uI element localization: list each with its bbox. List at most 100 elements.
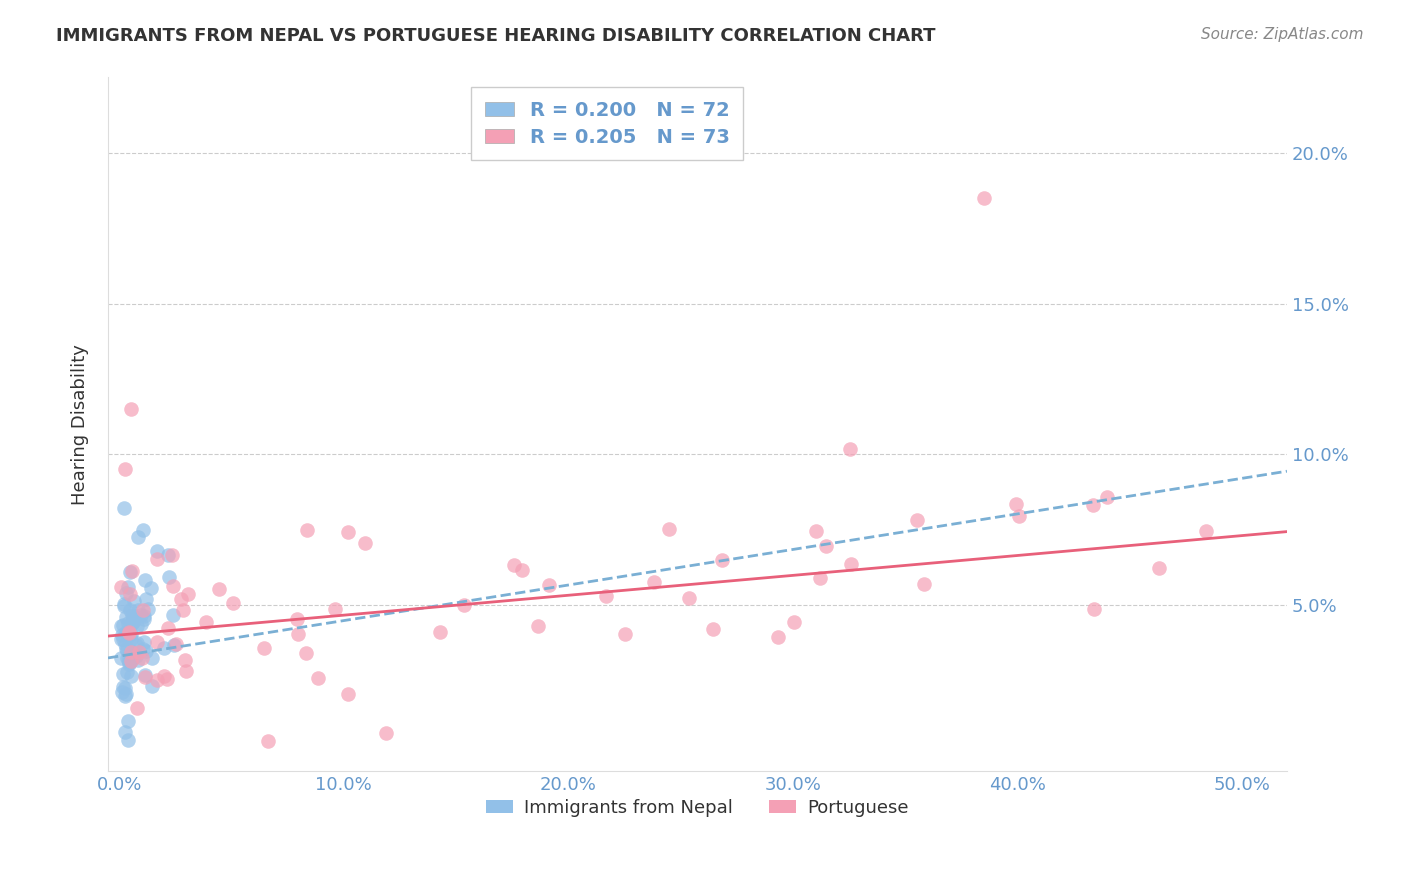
Point xyxy=(294,646,316,660)
Point xyxy=(165,637,187,651)
Y-axis label: Hearing Disability: Hearing Disability xyxy=(72,343,89,505)
Point xyxy=(117,615,139,630)
Point xyxy=(157,549,180,563)
Point xyxy=(118,566,141,580)
Point xyxy=(120,655,142,669)
Point xyxy=(1195,524,1218,539)
Point xyxy=(287,626,309,640)
Point xyxy=(134,667,156,681)
Point xyxy=(141,582,163,596)
Point xyxy=(118,587,141,601)
Point xyxy=(162,607,184,622)
Point xyxy=(111,618,134,632)
Point xyxy=(112,599,135,613)
Point xyxy=(118,657,141,672)
Point xyxy=(118,652,141,666)
Point xyxy=(112,501,135,516)
Point xyxy=(120,632,142,646)
Point xyxy=(429,624,451,639)
Point xyxy=(678,591,700,605)
Text: Source: ZipAtlas.com: Source: ZipAtlas.com xyxy=(1201,27,1364,42)
Point xyxy=(121,615,143,630)
Point xyxy=(132,642,155,657)
Point xyxy=(115,624,138,639)
Point xyxy=(115,650,138,665)
Point xyxy=(120,626,142,640)
Point xyxy=(157,570,180,584)
Point xyxy=(208,582,231,597)
Point xyxy=(766,630,789,644)
Point xyxy=(118,625,141,640)
Legend: Immigrants from Nepal, Portuguese: Immigrants from Nepal, Portuguese xyxy=(479,791,915,824)
Point xyxy=(132,603,155,617)
Point xyxy=(702,622,724,636)
Point xyxy=(111,684,134,698)
Point xyxy=(614,627,637,641)
Point xyxy=(122,645,145,659)
Point xyxy=(257,733,280,747)
Point xyxy=(337,687,360,701)
Point xyxy=(125,636,148,650)
Point xyxy=(115,586,138,600)
Point xyxy=(131,651,153,665)
Point xyxy=(112,632,135,646)
Point xyxy=(804,524,827,539)
Point xyxy=(783,615,806,630)
Point xyxy=(658,522,681,536)
Point xyxy=(162,579,184,593)
Point xyxy=(1081,499,1104,513)
Point xyxy=(815,539,838,553)
Point xyxy=(121,564,143,578)
Point xyxy=(839,557,862,571)
Point xyxy=(110,627,132,641)
Point xyxy=(808,571,831,585)
Point xyxy=(838,442,860,456)
Point xyxy=(711,553,734,567)
Point xyxy=(127,652,149,666)
Point xyxy=(110,619,132,633)
Point xyxy=(643,575,665,590)
Point xyxy=(172,602,194,616)
Point xyxy=(174,664,197,678)
Point xyxy=(120,644,142,658)
Point xyxy=(121,608,143,623)
Point xyxy=(135,592,157,607)
Point xyxy=(122,594,145,608)
Point xyxy=(1095,490,1118,504)
Point xyxy=(375,725,398,739)
Point xyxy=(117,733,139,747)
Point xyxy=(127,530,149,544)
Point xyxy=(134,670,156,684)
Point xyxy=(122,651,145,665)
Point xyxy=(336,525,359,540)
Point xyxy=(132,609,155,624)
Point xyxy=(905,514,928,528)
Point xyxy=(138,602,160,616)
Point xyxy=(152,641,174,656)
Point xyxy=(131,607,153,622)
Point xyxy=(170,591,193,606)
Point xyxy=(287,612,309,626)
Point xyxy=(117,581,139,595)
Point xyxy=(115,643,138,657)
Point xyxy=(538,578,561,592)
Point xyxy=(114,637,136,651)
Point xyxy=(141,651,163,665)
Point xyxy=(134,573,156,587)
Point xyxy=(323,602,346,616)
Point xyxy=(527,618,550,632)
Point xyxy=(114,688,136,702)
Point xyxy=(453,598,475,612)
Point xyxy=(160,548,183,562)
Point xyxy=(121,654,143,668)
Point xyxy=(114,681,136,695)
Point xyxy=(1083,602,1105,616)
Point xyxy=(502,558,524,572)
Point xyxy=(117,714,139,728)
Point xyxy=(1147,561,1170,575)
Point xyxy=(253,641,276,656)
Point xyxy=(222,596,245,610)
Text: IMMIGRANTS FROM NEPAL VS PORTUGUESE HEARING DISABILITY CORRELATION CHART: IMMIGRANTS FROM NEPAL VS PORTUGUESE HEAR… xyxy=(56,27,936,45)
Point xyxy=(307,671,329,685)
Point xyxy=(120,603,142,617)
